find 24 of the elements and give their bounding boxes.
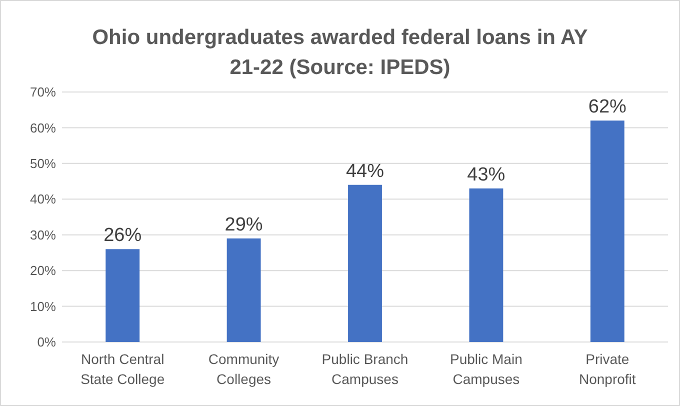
y-tick-label: 0% (37, 334, 56, 350)
y-tick-label: 50% (30, 156, 56, 171)
bar (590, 120, 624, 342)
data-label: 43% (467, 164, 506, 186)
bar (226, 238, 261, 342)
bar (348, 184, 382, 342)
x-tick-label: North Central State College (80, 351, 165, 387)
x-tick-label: Private Nonprofit (578, 351, 636, 387)
y-tick-label: 20% (30, 263, 56, 278)
y-tick-label: 60% (30, 120, 56, 136)
y-tick-label: 70% (30, 84, 56, 100)
x-tick-label: Public Branch Campuses (322, 351, 408, 387)
y-tick-label: 40% (30, 192, 56, 207)
y-tick-label: 30% (30, 227, 56, 242)
data-label: 29% (224, 214, 263, 236)
y-tick-label: 10% (30, 298, 56, 314)
data-label: 26% (104, 225, 142, 246)
data-label: 44% (346, 160, 384, 182)
bar (106, 249, 140, 342)
x-tick-label: Community Colleges (208, 351, 280, 387)
chart-title: Ohio undergraduates awarded federal loans in AY 21-22 (Source: IPEDS) (92, 26, 588, 79)
bar (469, 188, 504, 342)
x-tick-label: Public Main Campuses (450, 351, 522, 387)
data-label: 62% (588, 96, 627, 118)
